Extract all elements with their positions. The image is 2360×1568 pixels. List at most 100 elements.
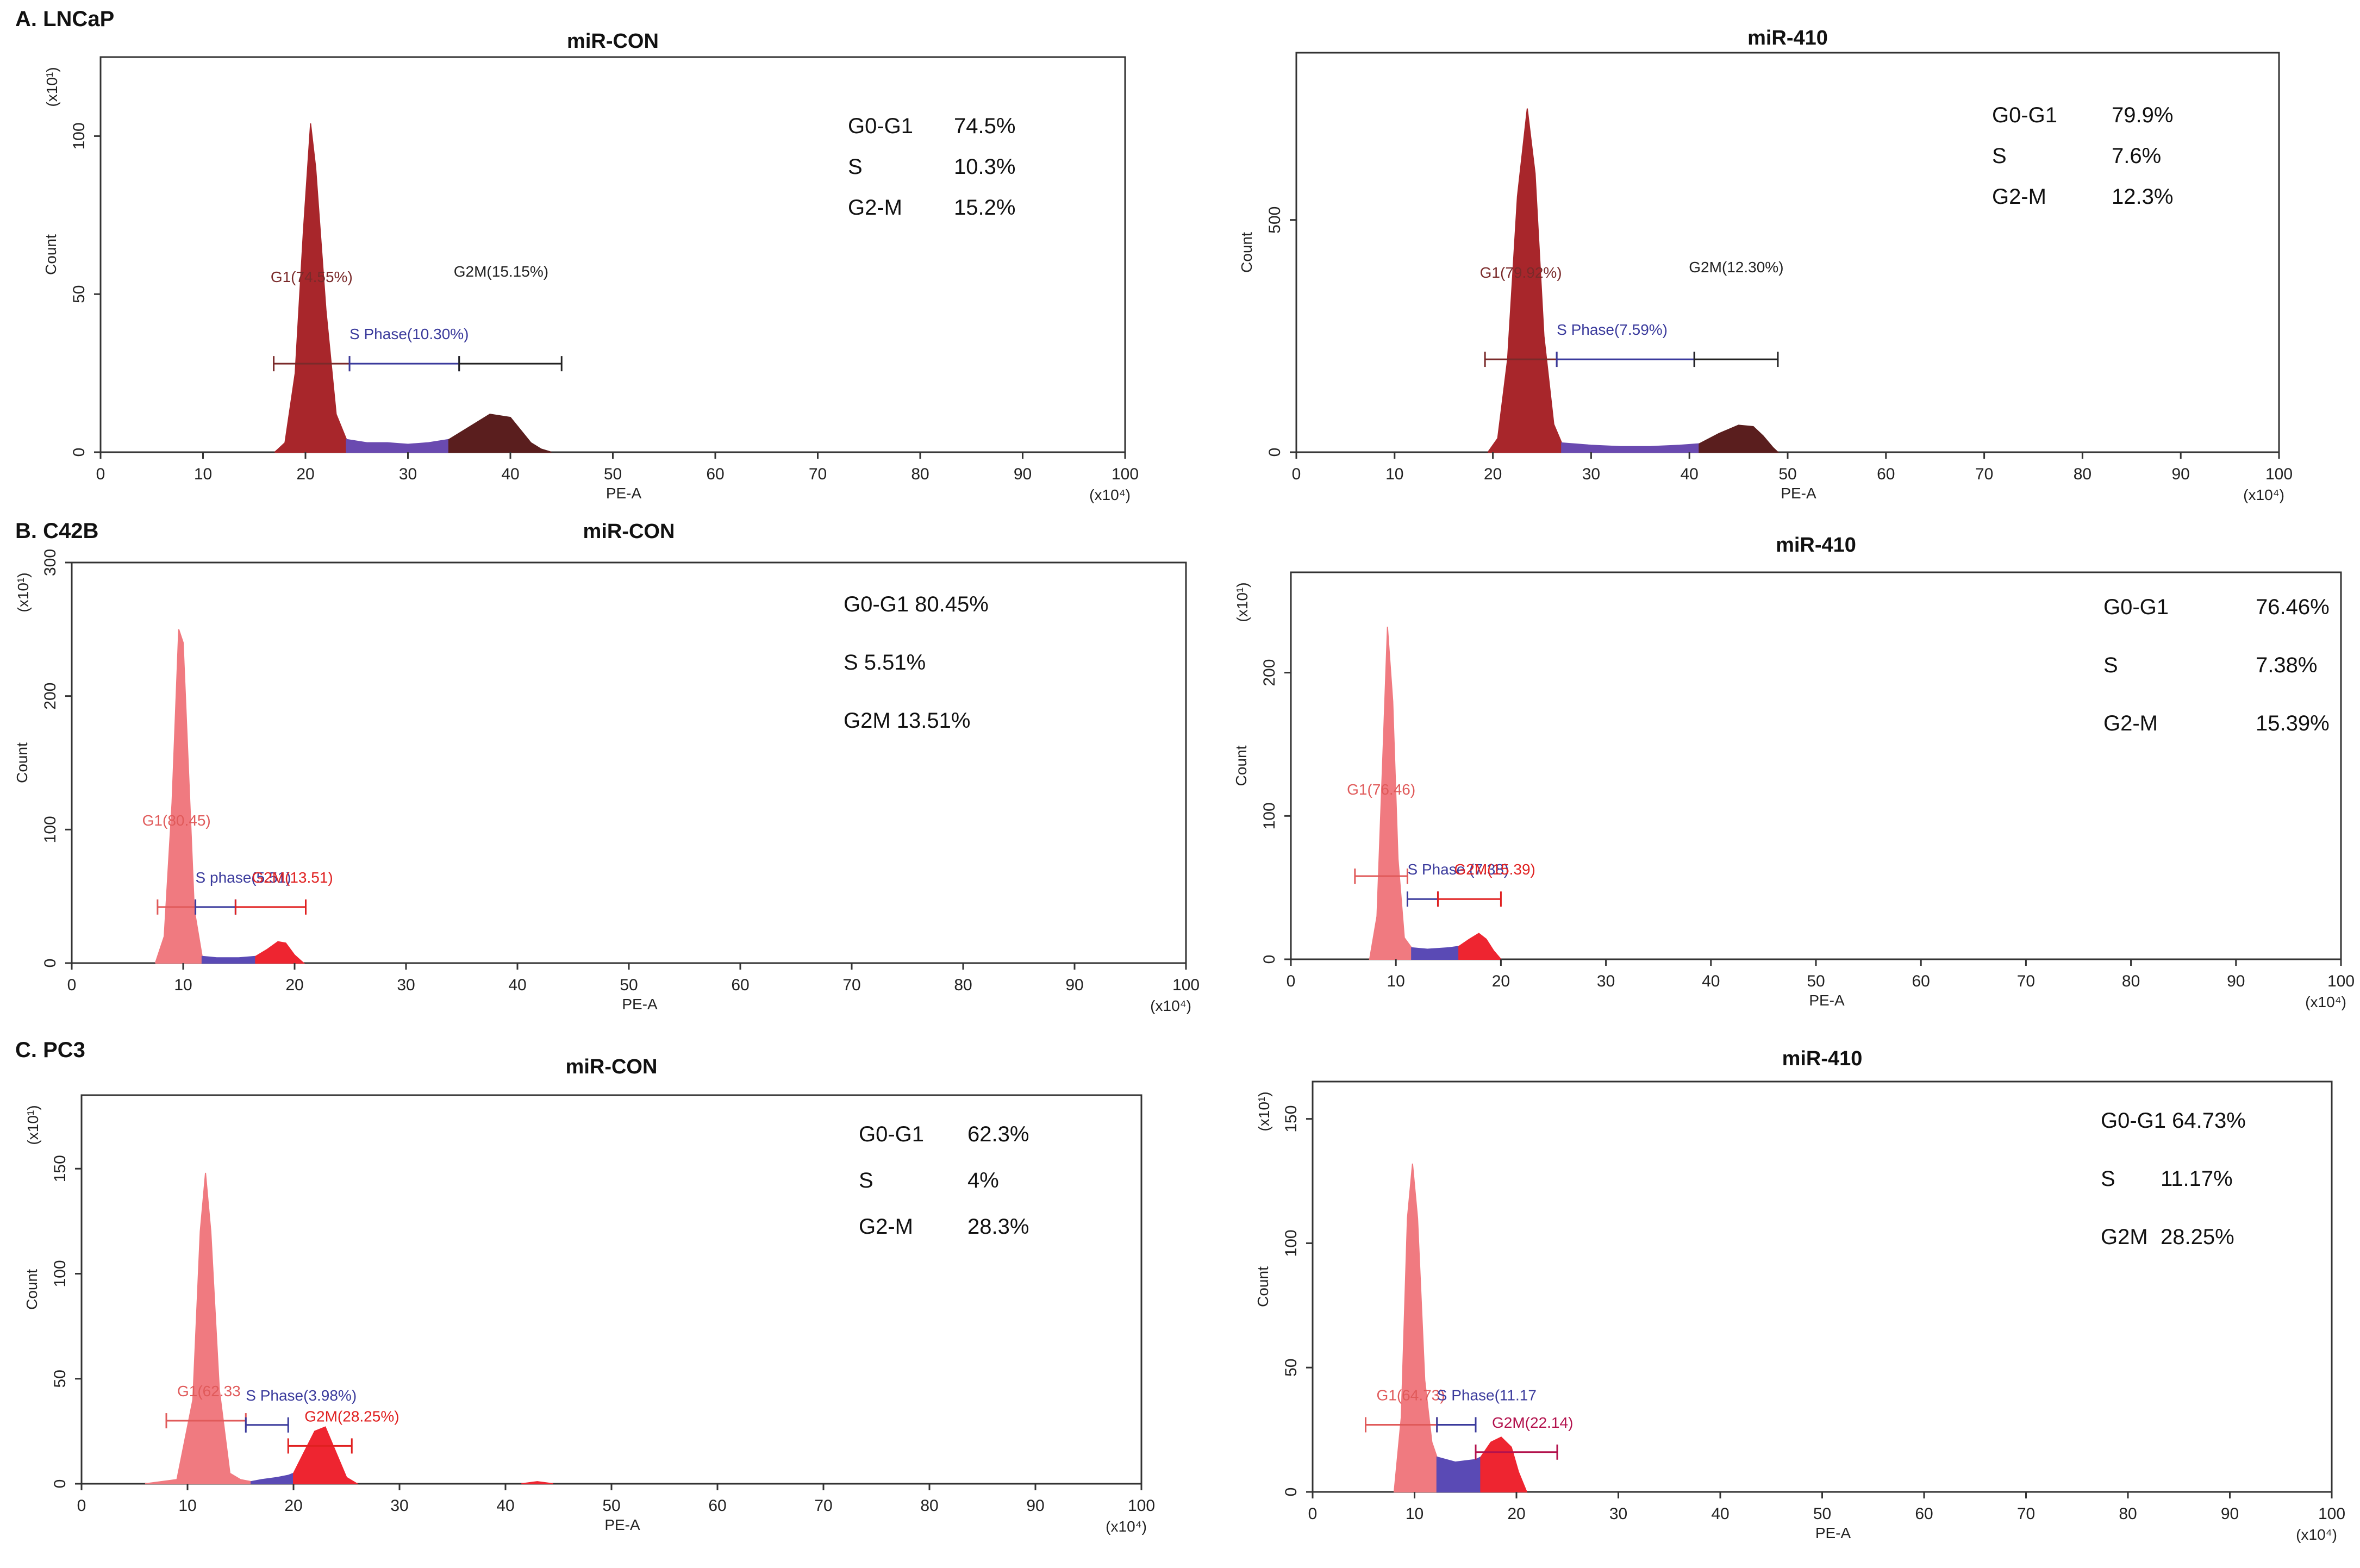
stat-value: 15.2%: [954, 196, 1015, 220]
series-s-area: [201, 955, 257, 964]
x-tick-label: 30: [1609, 1505, 1627, 1523]
stat-label: G2-M: [859, 1215, 913, 1239]
y-tick-label: 300: [41, 549, 59, 576]
gate-marker: G1(76.46): [1347, 781, 1415, 884]
x-tick-label: 100: [2318, 1505, 2345, 1523]
gate-label: S Phase(10.30%): [349, 326, 469, 342]
x-tick-label: 40: [1702, 972, 1720, 990]
y-tick-label: 100: [51, 1260, 69, 1287]
x-axis-label: PE-A: [1781, 485, 1816, 502]
y-tick-label: 50: [70, 285, 88, 303]
x-tick-label: 50: [620, 976, 638, 994]
section-label-pc3: C. PC3: [15, 1038, 85, 1062]
stat-value: 12.3%: [2112, 185, 2173, 209]
x-tick-label: 70: [2017, 972, 2035, 990]
stat-label: G0-G1: [848, 114, 913, 138]
gate-marker: S Phase(7.59%): [1556, 321, 1695, 367]
x-tick-label: 0: [96, 465, 105, 483]
x-tick-label: 100: [1128, 1497, 1155, 1515]
series-g2m-area: [293, 1426, 359, 1484]
stat-value: 76.46%: [2256, 595, 2330, 619]
panel-pc3_con: miR-CON G1(62.33 S Phase(3.98%) G2M(28.25%)…: [23, 1055, 1155, 1535]
chart-title: miR-410: [1747, 27, 1828, 49]
x-tick-label: 70: [1975, 465, 1993, 483]
stat-label: G2M 13.51%: [844, 709, 970, 733]
gate-label: S Phase(3.98%): [246, 1387, 357, 1404]
x-tick-label: 70: [814, 1497, 832, 1515]
gate-label: G1(64.73): [1377, 1386, 1445, 1403]
stat-label: G2-M: [2103, 711, 2158, 735]
x-tick-label: 0: [67, 976, 77, 994]
x-axis-label: PE-A: [1815, 1525, 1851, 1541]
stat-label: G2M: [2101, 1225, 2148, 1249]
stat-label: S: [2103, 653, 2118, 677]
x-tick-label: 100: [1172, 976, 1200, 994]
section-label-c42b: B. C42B: [15, 519, 98, 543]
series-s-area: [1436, 1456, 1482, 1492]
x-tick-label: 40: [501, 465, 519, 483]
series-g2m-area: [1458, 933, 1502, 960]
x-tick-label: 80: [2074, 465, 2091, 483]
gate-label: G1(80.45): [142, 812, 211, 829]
stat-label: S: [859, 1169, 873, 1192]
x-tick-label: 30: [399, 465, 417, 483]
x-tick-label: 90: [1026, 1497, 1044, 1515]
y-tick-label: 150: [1282, 1105, 1300, 1133]
panel-c42b_con: miR-CON G1(80.45) S phase(5.51)G2M(13.51) 0…: [14, 520, 1200, 1014]
x-tick-label: 10: [1385, 465, 1403, 483]
x-tick-label: 0: [1287, 972, 1296, 990]
x-tick-label: 80: [2122, 972, 2140, 990]
x-tick-label: 50: [604, 465, 622, 483]
gate-marker: G2M(15.15%): [454, 263, 563, 372]
gate-label: S phase(5.51): [196, 869, 291, 886]
x-tick-label: 90: [1014, 465, 1032, 483]
x-axis-label: PE-A: [1809, 992, 1845, 1009]
stat-label: S: [2101, 1167, 2115, 1191]
gate-label: G2M(22.14): [1492, 1414, 1573, 1431]
x-tick-label: 30: [390, 1497, 408, 1515]
x-tick-label: 20: [284, 1497, 302, 1515]
x-tick-label: 40: [1711, 1505, 1729, 1523]
y-axis-multiplier: (x10¹): [1234, 582, 1251, 622]
y-tick-label: 0: [1282, 1488, 1300, 1497]
y-tick-label: 100: [41, 816, 59, 843]
gate-marker: G1(80.45): [142, 812, 211, 915]
x-tick-label: 80: [911, 465, 929, 483]
x-tick-label: 80: [2119, 1505, 2137, 1523]
x-tick-label: 60: [1877, 465, 1895, 483]
x-tick-label: 30: [1597, 972, 1615, 990]
gate-marker: G2M(22.14): [1475, 1414, 1573, 1460]
y-axis-multiplier: (x10¹): [43, 67, 60, 107]
x-tick-label: 70: [2017, 1505, 2035, 1523]
gate-label: G1(62.33: [177, 1383, 241, 1400]
gate-label: G1(79.92%): [1480, 264, 1562, 281]
series-g2m-area: [1480, 1436, 1528, 1492]
stat-value: 10.3%: [954, 155, 1015, 179]
x-tick-label: 60: [708, 1497, 726, 1515]
x-axis-multiplier: (x10⁴): [2243, 486, 2284, 503]
y-axis-label: Count: [23, 1269, 40, 1310]
gate-marker: S Phase(3.98%): [245, 1387, 357, 1433]
gate-label: G2M(13.51): [252, 869, 333, 886]
gate-marker: G1(79.92%): [1480, 264, 1562, 367]
gate-label: G2M(28.25%): [304, 1408, 399, 1425]
y-tick-label: 0: [41, 959, 59, 968]
chart-title: miR-410: [1776, 534, 1856, 557]
x-tick-label: 10: [194, 465, 212, 483]
x-tick-label: 40: [508, 976, 526, 994]
y-tick-label: 150: [51, 1155, 69, 1182]
y-axis-multiplier: (x10¹): [1256, 1091, 1272, 1131]
x-tick-label: 20: [1484, 465, 1502, 483]
panel-c42b_410: miR-410 G1(76.46) S Phase (7.38)G2M(15.39)…: [1233, 534, 2355, 1010]
stat-value: 28.25%: [2161, 1225, 2234, 1249]
gate-marker: S phase(5.51): [195, 869, 291, 915]
y-tick-label: 0: [70, 448, 88, 457]
series-g2m-area: [448, 414, 552, 453]
gate-marker: G2M(28.25%): [287, 1408, 399, 1454]
x-tick-label: 10: [174, 976, 192, 994]
x-tick-label: 60: [1912, 972, 1930, 990]
stat-value: 79.9%: [2112, 103, 2173, 127]
x-tick-label: 90: [1065, 976, 1083, 994]
x-tick-label: 60: [706, 465, 724, 483]
x-tick-label: 90: [2172, 465, 2190, 483]
